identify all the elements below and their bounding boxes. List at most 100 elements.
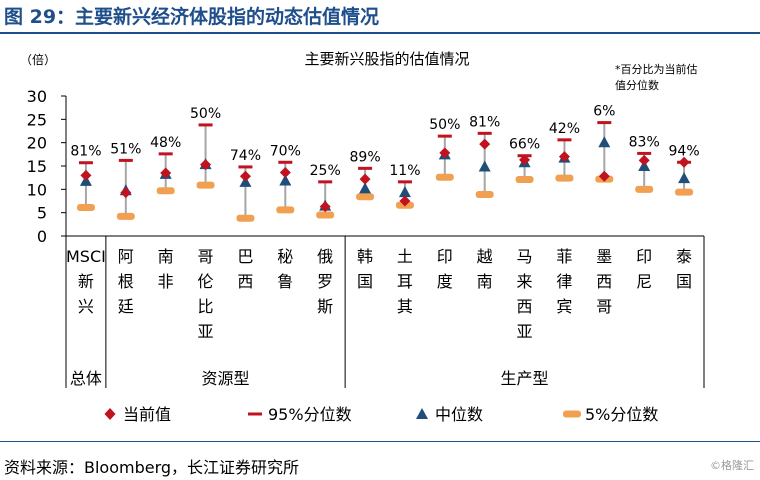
x-category-label: 来 — [517, 272, 533, 291]
current-marker — [558, 151, 570, 163]
source-rule — [0, 441, 760, 442]
p5-marker — [356, 193, 375, 201]
median-marker — [678, 172, 691, 184]
current-marker — [239, 170, 251, 182]
legend-swatch — [416, 408, 428, 419]
current-marker — [678, 156, 690, 168]
x-category-label: 廷 — [118, 297, 134, 316]
p5-marker — [76, 204, 95, 212]
median-marker — [279, 174, 292, 186]
x-category-label: 律 — [556, 272, 572, 291]
y-axis-unit: （倍） — [20, 52, 56, 67]
legend-swatch — [248, 412, 262, 416]
percentile-label: 6% — [593, 104, 615, 120]
p5-marker — [515, 176, 534, 184]
percentile-label: 51% — [110, 141, 141, 157]
current-marker — [279, 167, 291, 179]
p5-marker — [316, 211, 335, 219]
percentile-label: 42% — [549, 121, 580, 137]
percentile-label: 94% — [669, 143, 700, 159]
x-category-label: 罗 — [317, 272, 333, 291]
x-category-label: 宾 — [556, 297, 572, 316]
y-tick-label: 15 — [27, 157, 47, 176]
x-category-label: 哥 — [198, 247, 214, 266]
p95-marker — [78, 161, 93, 165]
watermark: ©格隆汇 — [710, 459, 754, 472]
y-tick-label: 30 — [27, 87, 47, 106]
x-category-label: 非 — [158, 272, 174, 291]
percentile-label: 81% — [469, 114, 500, 130]
percentile-label: 11% — [389, 163, 420, 179]
legend-swatch — [563, 410, 581, 418]
p5-marker — [675, 188, 694, 196]
percentile-label: 74% — [230, 148, 261, 164]
x-category-label: 国 — [357, 272, 373, 291]
source-text: 资料来源：Bloomberg，长江证券研究所 — [4, 458, 300, 477]
x-category-label: 泰 — [676, 247, 692, 266]
x-category-label: 马 — [517, 247, 533, 266]
p95-marker — [198, 123, 213, 127]
median-marker — [359, 182, 372, 194]
title-rule — [0, 32, 760, 34]
y-tick-label: 10 — [27, 180, 47, 199]
x-category-label: 亚 — [517, 322, 533, 341]
p5-marker — [276, 206, 295, 214]
percentile-label: 50% — [190, 106, 221, 122]
p95-marker — [437, 134, 452, 138]
current-marker — [359, 173, 371, 185]
current-marker — [200, 159, 212, 171]
p5-marker — [555, 174, 574, 182]
x-category-label: 新 — [78, 272, 94, 291]
x-category-label: 比 — [198, 297, 214, 316]
legend-label: 当前值 — [123, 405, 171, 424]
p5-marker — [196, 181, 215, 189]
p95-marker — [557, 138, 572, 142]
legend-label: 中位数 — [435, 405, 483, 424]
x-category-label: 巴 — [237, 247, 253, 266]
x-category-label: 国 — [676, 272, 692, 291]
x-category-label: 亚 — [198, 322, 214, 341]
percentile-label: 83% — [629, 134, 660, 150]
current-marker — [638, 154, 650, 166]
y-tick-label: 25 — [27, 110, 47, 129]
current-marker — [160, 167, 172, 179]
x-category-label: 耳 — [397, 272, 413, 291]
group-label: 资源型 — [201, 369, 249, 388]
p5-marker — [116, 212, 135, 220]
y-tick-label: 5 — [37, 204, 47, 223]
x-category-label: 西 — [237, 272, 253, 291]
legend-swatch — [104, 408, 116, 420]
p95-marker — [358, 166, 373, 170]
p95-marker — [278, 160, 293, 164]
x-category-label: 阿 — [118, 247, 134, 266]
x-category-label: 土 — [397, 247, 413, 266]
x-category-label: 西 — [517, 297, 533, 316]
x-category-label: 斯 — [317, 297, 333, 316]
current-marker — [319, 201, 331, 213]
p5-marker — [475, 190, 494, 198]
percentile-label: 50% — [429, 117, 460, 133]
current-marker — [439, 147, 451, 159]
p95-marker — [158, 152, 173, 156]
p95-marker — [637, 151, 652, 155]
percentile-label: 66% — [509, 137, 540, 153]
x-category-label: 哥 — [596, 297, 612, 316]
chart: 主要新兴股指的估值情况 （倍） *百分比为当前估 值分位数 0 5 10 15 20 25… — [20, 50, 705, 424]
p95-marker — [118, 158, 133, 162]
median-marker — [398, 186, 411, 198]
x-category-label: 尼 — [636, 272, 652, 291]
p95-marker — [397, 180, 412, 184]
p95-marker — [318, 180, 333, 184]
group-label: 总体 — [70, 369, 102, 388]
median-marker — [598, 136, 611, 148]
x-category-label: 印 — [636, 247, 652, 266]
p95-marker — [597, 121, 612, 125]
x-category-label: 菲 — [556, 247, 572, 266]
x-category-label: MSCI — [66, 247, 106, 266]
x-category-label: 鲁 — [277, 272, 293, 291]
p95-marker — [238, 165, 253, 169]
x-category-label: 西 — [596, 272, 612, 291]
percentile-label: 70% — [270, 143, 301, 159]
current-marker — [598, 170, 610, 182]
x-category-label: 墨 — [596, 247, 612, 266]
